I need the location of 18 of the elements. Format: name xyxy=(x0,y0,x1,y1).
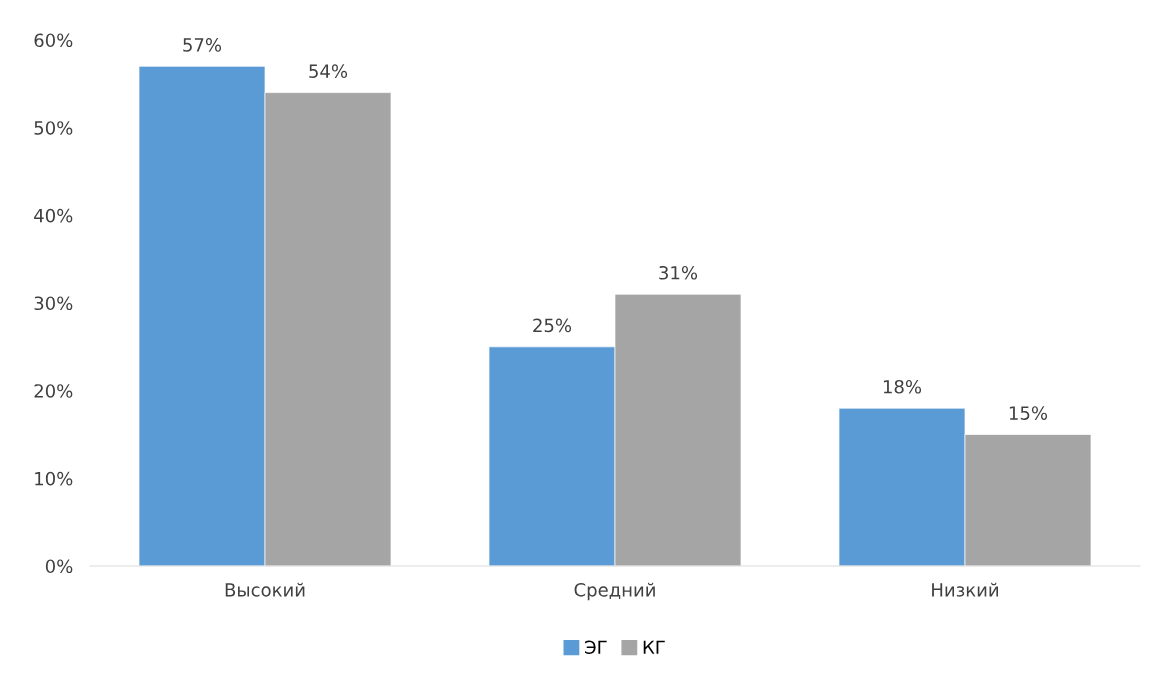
legend-label: КГ xyxy=(643,640,665,654)
legend-label: ЭГ xyxy=(585,640,607,655)
data-label: 57% xyxy=(183,38,222,52)
y-tick-label: 20% xyxy=(34,384,73,398)
data-label: 25% xyxy=(533,318,572,333)
data-label: 54% xyxy=(309,64,348,78)
data-label: 15% xyxy=(1009,406,1048,420)
x-tick-label: Высокий xyxy=(225,582,305,597)
x-tick-label: Низкий xyxy=(932,582,998,597)
data-label: 31% xyxy=(659,265,698,280)
data-label: 18% xyxy=(883,379,922,394)
x-tick-label: Средний xyxy=(574,582,655,601)
y-tick-label: 50% xyxy=(34,121,73,135)
y-tick-label: 60% xyxy=(34,33,73,48)
y-tick-label: 30% xyxy=(34,296,73,311)
y-tick-label: 0% xyxy=(45,559,73,574)
y-tick-label: 40% xyxy=(34,208,73,223)
y-tick-label: 10% xyxy=(35,471,73,486)
